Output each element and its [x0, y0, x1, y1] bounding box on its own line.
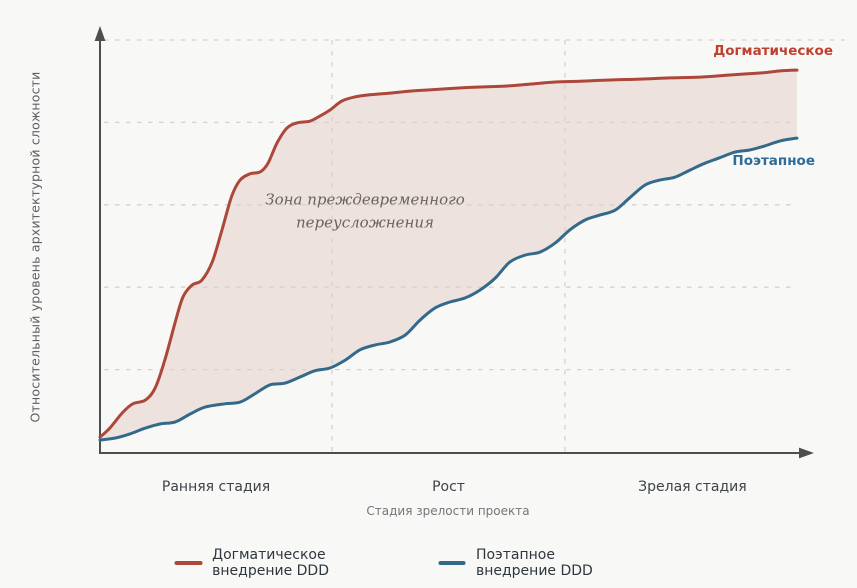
- annotation-line-2: переусложнения: [296, 213, 434, 231]
- legend-swatch-dogmatic-icon: [174, 561, 203, 565]
- x-tick-label-early: Ранняя стадия: [161, 479, 271, 495]
- x-tick-label-mature: Зрелая стадия: [638, 479, 747, 495]
- series-line-dogmatic: [98, 68, 799, 439]
- legend-label-dogmatic: Догматическое внедрение DDD: [212, 547, 329, 579]
- legend-item-phased: Поэтапное внедрение DDD: [438, 547, 629, 579]
- fill-between-region: [100, 70, 797, 441]
- legend: Догматическое внедрение DDD Поэтапное вн…: [174, 547, 630, 579]
- y-axis-title: Относительный уровень архитектурной слож…: [27, 71, 43, 423]
- series-end-label-phased: Поэтапное: [732, 153, 815, 169]
- series-end-label-dogmatic: Догматическое: [713, 43, 833, 59]
- series-line-phased: [98, 136, 799, 442]
- axes: [94, 26, 814, 459]
- annotation-zone-label: Зона преждевременного переусложнения: [265, 189, 464, 234]
- x-axis-arrow-icon: [799, 447, 814, 459]
- x-tick-label-growth: Рост: [432, 479, 465, 495]
- legend-label-phased: Поэтапное внедрение DDD: [475, 547, 593, 579]
- y-axis-arrow-icon: [94, 26, 106, 41]
- annotation-line-1: Зона преждевременного: [265, 190, 465, 209]
- x-axis-title: Стадия зрелости проекта: [366, 504, 530, 518]
- legend-swatch-phased-icon: [438, 561, 466, 565]
- legend-item-dogmatic: Догматическое внедрение DDD: [174, 547, 393, 579]
